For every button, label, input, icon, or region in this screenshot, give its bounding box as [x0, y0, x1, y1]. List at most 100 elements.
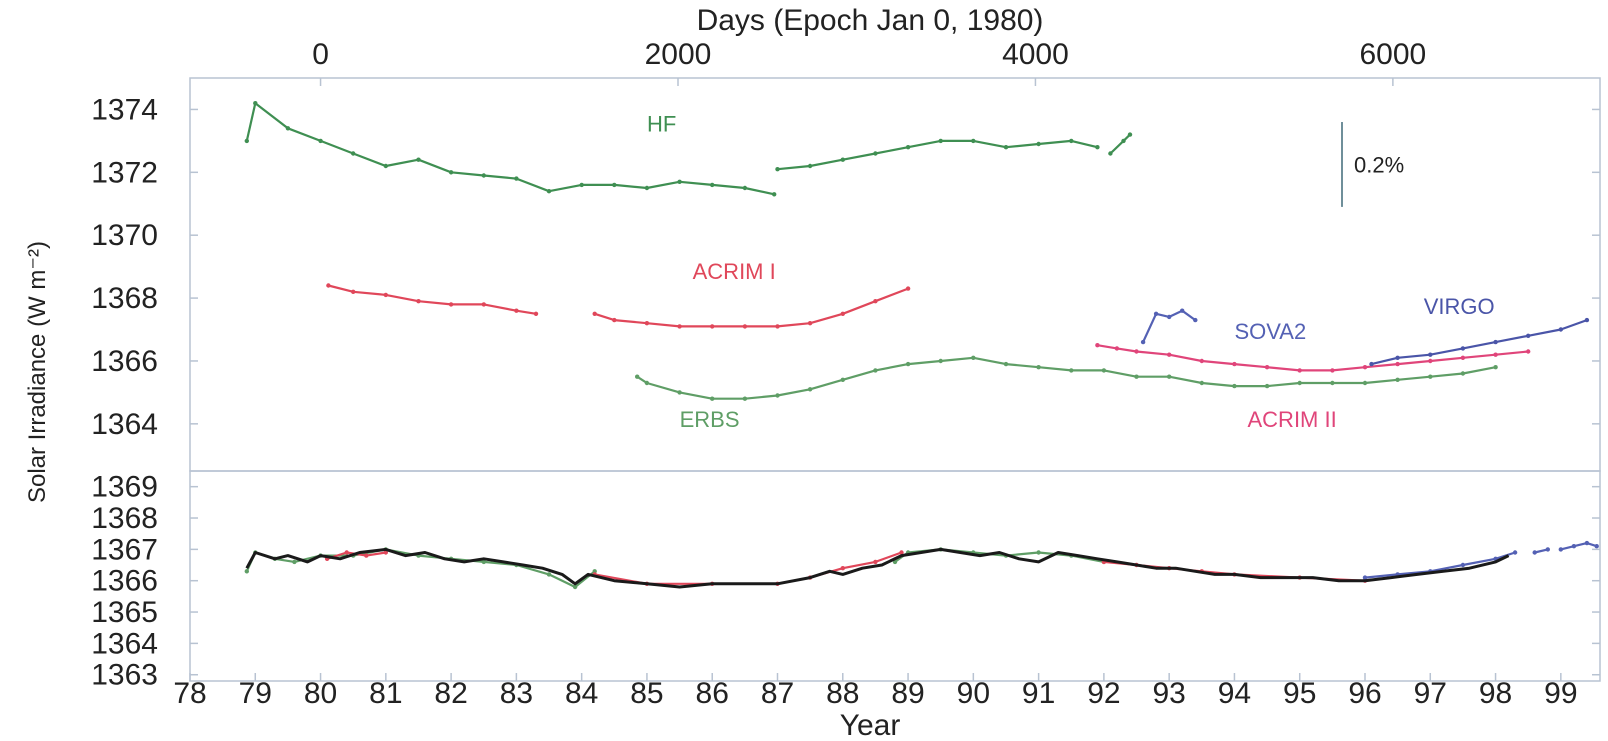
- upper-data-point: [1153, 311, 1159, 316]
- upper-data-point: [1127, 132, 1133, 137]
- upper-data-point: [772, 192, 777, 197]
- upper-data-point: [612, 317, 617, 323]
- series-label: VIRGO: [1424, 294, 1495, 319]
- upper-data-point: [1330, 380, 1335, 386]
- upper-y-tick-label: 1370: [91, 219, 158, 252]
- upper-data-point: [1095, 145, 1100, 150]
- upper-y-tick-label: 1366: [91, 345, 158, 378]
- x-tick-label: 81: [369, 677, 402, 710]
- upper-y-tick-label: 1368: [91, 282, 158, 315]
- upper-y-tick-label: 1372: [91, 156, 158, 189]
- x-tick-label: 95: [1283, 677, 1316, 710]
- x-tick-label: 93: [1152, 677, 1185, 710]
- upper-data-point: [644, 185, 650, 191]
- top-tick-label: 4000: [1002, 38, 1069, 71]
- upper-series-line: [245, 102, 775, 196]
- upper-data-point: [1584, 317, 1590, 323]
- x-tick-label: 85: [630, 677, 663, 710]
- upper-data-point: [710, 396, 715, 401]
- upper-data-point: [1069, 138, 1074, 144]
- upper-series-3: ACRIM II: [1095, 343, 1531, 432]
- lower-data-point: [1362, 575, 1368, 580]
- upper-data-point: [1036, 141, 1041, 147]
- upper-data-point: [326, 283, 331, 288]
- upper-data-point: [351, 289, 356, 294]
- upper-data-point: [514, 308, 519, 313]
- upper-data-point: [612, 182, 617, 188]
- lower-y-tick-label: 1368: [91, 502, 158, 535]
- upper-series-line: [1371, 319, 1588, 366]
- upper-data-point: [1493, 352, 1498, 357]
- upper-series-1: ACRIM I: [326, 259, 911, 329]
- top-tick-label: 0: [312, 38, 329, 71]
- lower-data-point: [383, 550, 388, 555]
- series-label: SOVA2: [1234, 319, 1306, 344]
- upper-data-point: [1167, 374, 1172, 379]
- lower-series-1: [324, 550, 1368, 586]
- upper-series-line: [328, 284, 537, 315]
- series-label: ACRIM I: [693, 259, 776, 284]
- upper-data-point: [1362, 380, 1368, 386]
- lower-y-tick-label: 1366: [91, 565, 158, 598]
- upper-series-5: VIRGO: [1369, 294, 1590, 367]
- x-tick-label: 92: [1087, 677, 1120, 710]
- x-tick-label: 89: [891, 677, 924, 710]
- upper-series-line: [777, 139, 1098, 171]
- upper-data-point: [1193, 317, 1198, 323]
- lower-y-tick-label: 1363: [91, 659, 158, 692]
- upper-data-point: [1114, 346, 1120, 351]
- upper-data-point: [1460, 346, 1466, 351]
- upper-data-point: [1526, 349, 1531, 354]
- upper-data-point: [971, 355, 976, 360]
- upper-data-point: [1140, 339, 1146, 345]
- upper-data-point: [416, 157, 421, 162]
- upper-data-point: [635, 374, 640, 379]
- axes: 78 79 80 81 82 83 84 85 86 87 88 89 90 91 92 93 94 95 96 97…: [91, 38, 1600, 710]
- upper-data-point: [644, 321, 650, 326]
- upper-series-line: [636, 356, 1496, 400]
- lower-data-point: [481, 559, 486, 565]
- lower-series-line: [1560, 541, 1598, 551]
- upper-data-point: [1232, 383, 1237, 389]
- upper-data-point: [677, 324, 682, 329]
- upper-data-point: [1069, 368, 1074, 373]
- lower-y-tick-label: 1369: [91, 471, 158, 504]
- series-label: HF: [647, 111, 676, 136]
- lower-series-3: [245, 547, 1510, 589]
- top-axis-title: Days (Epoch Jan 0, 1980): [697, 4, 1044, 37]
- x-tick-label: 97: [1414, 677, 1447, 710]
- upper-data-point: [807, 163, 813, 169]
- x-tick-label: 86: [696, 677, 729, 710]
- x-tick-label: 96: [1348, 677, 1381, 710]
- lower-series-2: [1362, 540, 1599, 580]
- upper-data-point: [1428, 358, 1433, 364]
- upper-data-point: [938, 138, 943, 144]
- upper-data-point: [1108, 151, 1113, 156]
- lower-panel-frame: [189, 470, 1601, 682]
- lower-series-line: [1534, 548, 1549, 554]
- lower-y-tick-label: 1364: [91, 627, 158, 660]
- lower-data-point: [592, 569, 597, 574]
- upper-data-point: [1395, 355, 1400, 360]
- series-label: ERBS: [680, 407, 740, 432]
- lower-data-point: [1584, 540, 1590, 546]
- upper-data-point: [905, 361, 911, 367]
- x-tick-label: 78: [173, 677, 206, 710]
- upper-data-point: [840, 311, 845, 316]
- lower-y-tick-label: 1367: [91, 533, 158, 566]
- upper-data-point: [775, 393, 780, 398]
- upper-data-point: [873, 368, 878, 373]
- upper-data-point: [1395, 377, 1400, 382]
- x-tick-label: 99: [1544, 677, 1577, 710]
- lower-data-point: [292, 559, 297, 565]
- upper-data-point: [1199, 380, 1205, 386]
- lower-data-point: [1512, 550, 1518, 555]
- x-tick-label: 94: [1218, 677, 1251, 710]
- upper-data-point: [742, 396, 748, 401]
- lower-data-point: [1036, 550, 1041, 555]
- lower-data-point: [873, 559, 878, 565]
- upper-data-point: [1264, 383, 1270, 389]
- upper-data-point: [1036, 365, 1041, 370]
- upper-data-point: [1493, 339, 1498, 345]
- x-tick-label: 82: [434, 677, 467, 710]
